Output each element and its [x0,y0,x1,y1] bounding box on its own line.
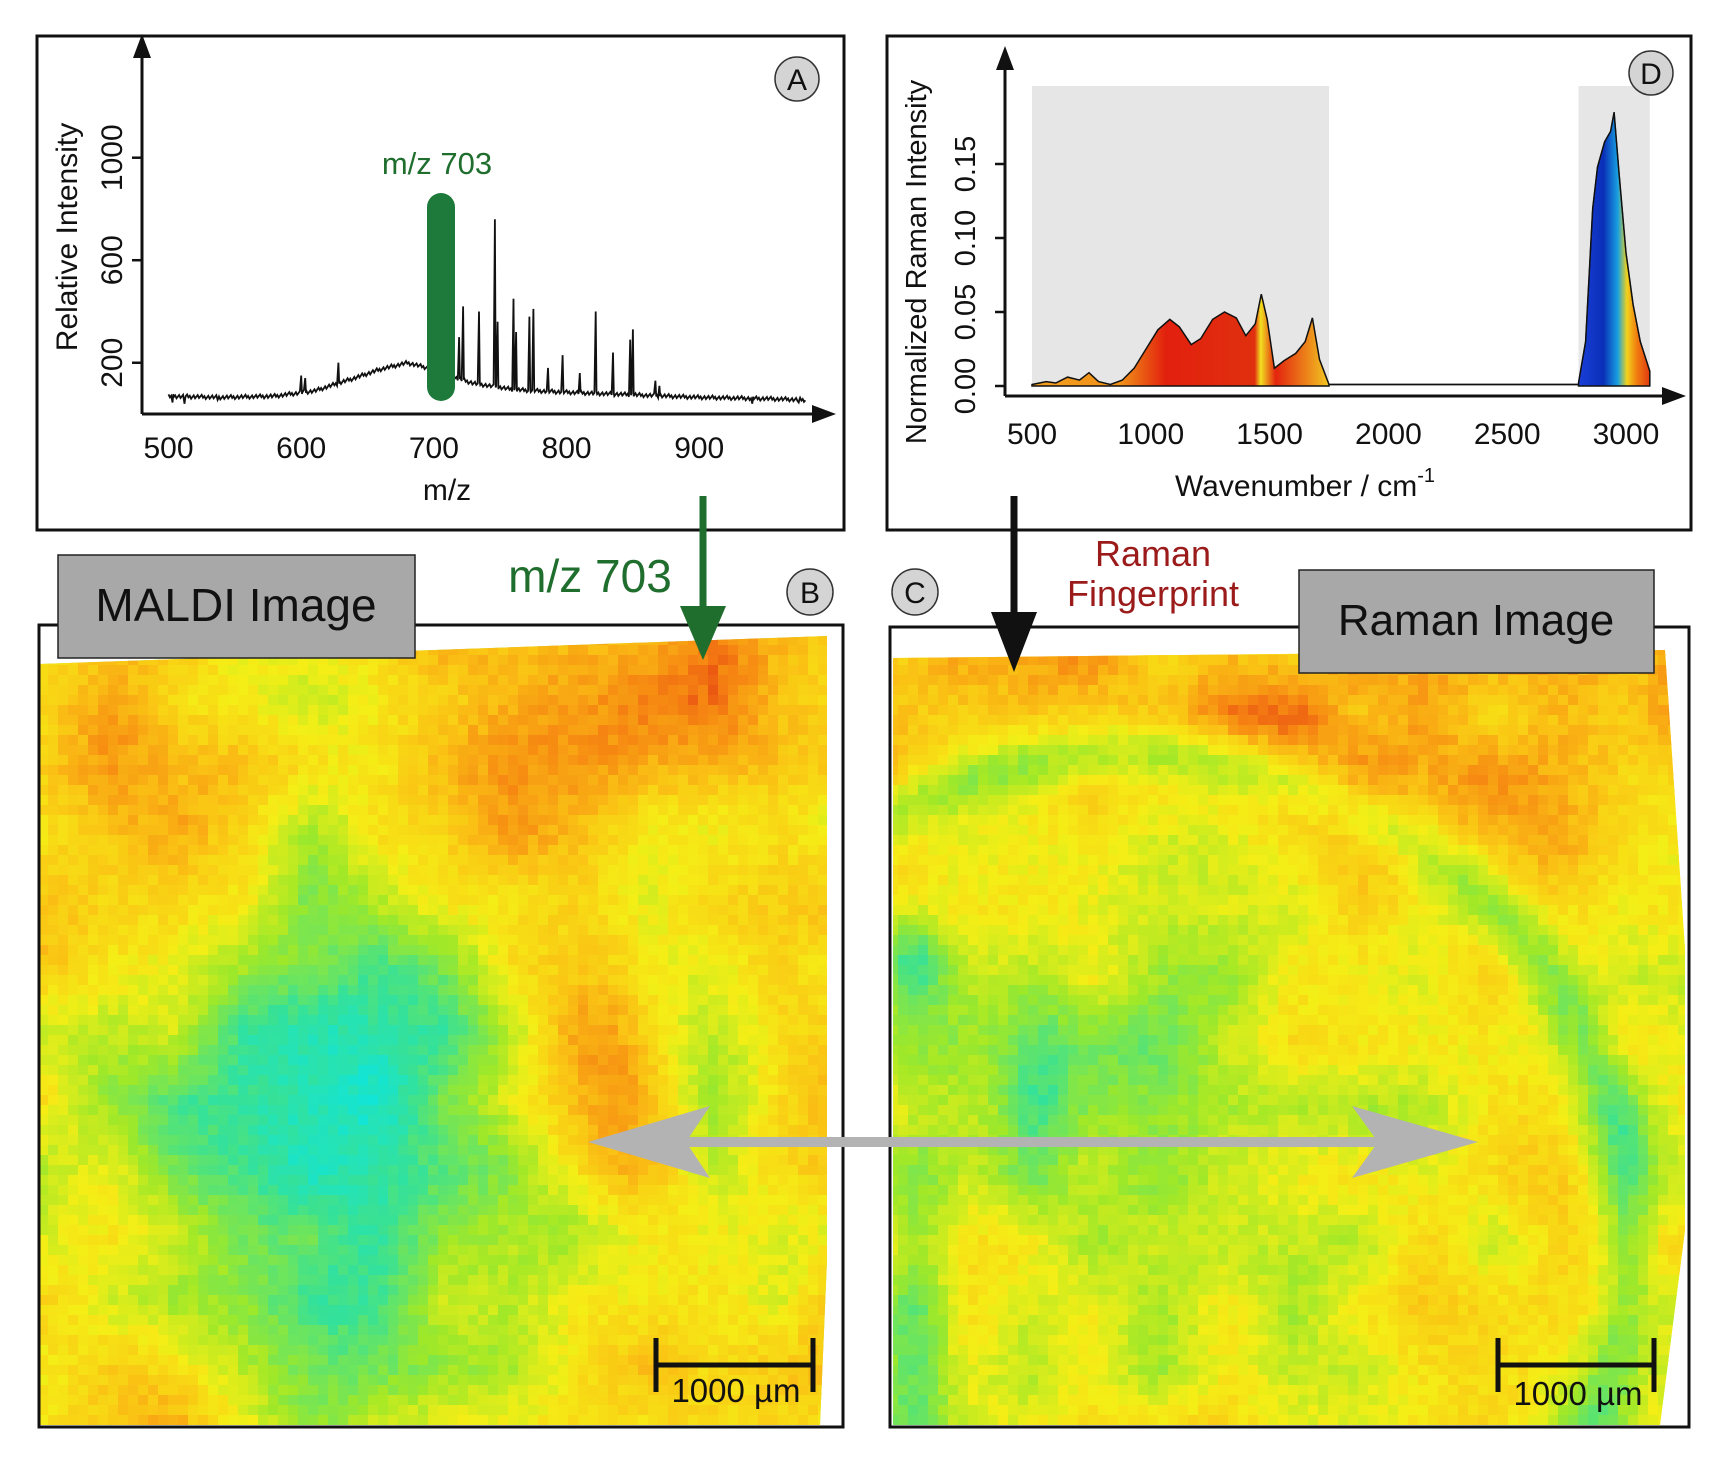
panel-b-scale-bar-label: 1000 µm [671,1372,800,1409]
panel-a-spectrum-line [167,219,807,405]
panel-d-y-tick-label: 0.00 [950,358,982,414]
panel-a-x-tick-label: 600 [276,432,326,465]
panel-a-highlight-label: m/z 703 [382,146,492,181]
panel-d-x-tick-label: 3000 [1593,418,1660,451]
panel-a-highlight-bar [427,193,455,401]
panel-c-scale-bar: 1000 µm [1495,1338,1657,1412]
panel-c-badge-text: C [904,577,926,610]
panel-b-title: MALDI Image [95,579,376,631]
panel-c-title: Raman Image [1338,596,1614,645]
double-arrow-comparison [588,1106,1478,1178]
panel-d-badge-text: D [1640,58,1662,91]
arrow-d-to-c [991,496,1037,672]
panel-d-x-tick-label: 500 [1007,418,1057,451]
panel-d-fingerprint-band [1031,294,1330,387]
panel-d-y-tick-label: 0.05 [950,284,982,340]
panel-d-x-axis-label-superscript: -1 [1417,465,1435,487]
panel-c-frame [888,625,1691,1429]
arrow-a-to-b [680,496,726,660]
panel-a-y-axis-arrowhead [133,34,151,58]
panel-d-x-tick-label: 1500 [1236,418,1303,451]
panel-c-badge: C [891,568,939,616]
panel-d-ch-outline [1577,112,1651,384]
panel-b-badge-text: B [800,577,820,610]
panel-d-y-tick-label: 0.10 [950,210,982,266]
panel-b-title-box: MALDI Image [57,554,416,659]
panel-a-y-tick-label: 600 [96,235,129,285]
panel-d-y-axis-arrowhead [996,46,1014,70]
panel-a-y-axis-label: Relative Intensity [51,123,84,351]
panel-c-title-box: Raman Image [1298,569,1655,674]
panel-d-x-axis-arrowhead [1662,387,1686,405]
panel-a-x-tick-label: 800 [542,432,592,465]
panel-b-maldi-image [40,636,827,1425]
panel-d-x-tick-label: 1000 [1117,418,1184,451]
panel-a-x-tick-label: 900 [674,432,724,465]
panel-a-x-axis-label: m/z [423,474,471,507]
panel-d-x-tick-label: 2500 [1474,418,1541,451]
panel-a-badge: A [774,56,820,102]
panel-d-y-tick-label: 0.15 [950,136,982,192]
panel-a-x-axis-arrowhead [812,405,836,423]
panel-d-raman-spectrum-chart: 500 1000 1500 2000 2500 3000 0.00 0.05 0.10 0.15 W… [901,46,1686,503]
panel-a-x-tick-label: 500 [144,432,194,465]
panel-d-x-axis-label: Wavenumber / cm-1 [1175,465,1435,503]
panel-c-arrow-label-line2: Fingerprint [1067,573,1239,614]
panel-a-y-tick-label: 200 [96,338,129,388]
panel-b-scale-bar: 1000 µm [653,1338,816,1409]
panel-b-badge: B [786,568,834,616]
panel-b-arrow-label: m/z 703 [508,550,672,602]
panel-a-y-tick-label: 1000 [96,124,129,191]
panel-c-arrow-label-line1: Raman [1095,533,1211,574]
panel-d-badge: D [1628,50,1674,96]
panel-d-y-axis-label: Normalized Raman Intensity [901,79,933,444]
panel-d-x-tick-label: 2000 [1355,418,1422,451]
panel-b-frame [37,623,845,1429]
panel-a-spectrum-chart: 500 600 700 800 900 200 600 1000 m/z Relative Int… [51,34,836,507]
panel-c-raman-image [893,650,1685,1425]
panel-c-scale-bar-label: 1000 µm [1513,1375,1642,1412]
panel-a-badge-text: A [787,64,807,97]
panel-a-x-tick-label: 700 [409,432,459,465]
